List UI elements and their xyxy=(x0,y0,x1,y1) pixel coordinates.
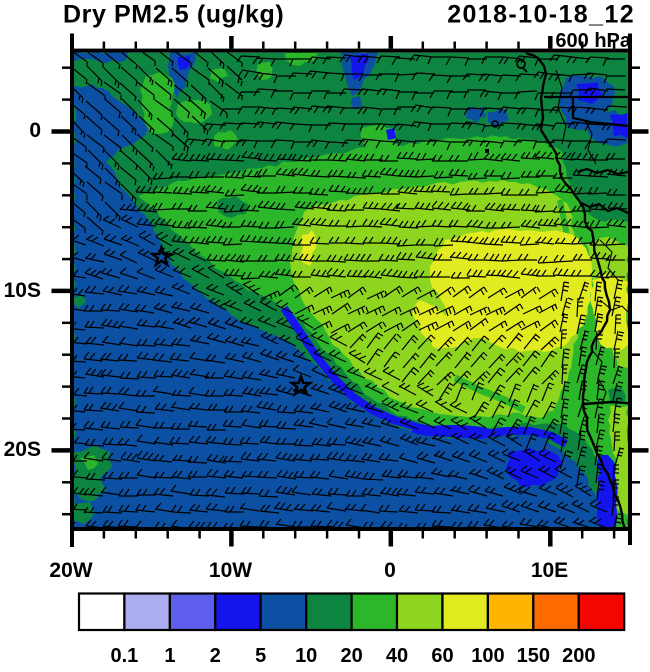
svg-text:0: 0 xyxy=(384,559,396,582)
svg-text:2: 2 xyxy=(210,645,221,667)
svg-text:0: 0 xyxy=(29,119,41,142)
svg-text:150: 150 xyxy=(517,645,550,667)
svg-text:600 hPa: 600 hPa xyxy=(555,30,631,52)
svg-text:10S: 10S xyxy=(4,279,41,302)
svg-text:20: 20 xyxy=(340,645,362,667)
svg-text:200: 200 xyxy=(562,645,595,667)
svg-text:0.1: 0.1 xyxy=(110,645,138,667)
svg-text:5: 5 xyxy=(255,645,266,667)
svg-text:40: 40 xyxy=(386,645,408,667)
svg-text:20W: 20W xyxy=(49,559,92,582)
svg-text:10E: 10E xyxy=(531,559,568,582)
svg-text:20S: 20S xyxy=(4,438,41,461)
svg-text:10W: 10W xyxy=(209,559,252,582)
svg-text:60: 60 xyxy=(431,645,453,667)
svg-text:10: 10 xyxy=(295,645,317,667)
svg-text:2018-10-18_12: 2018-10-18_12 xyxy=(447,1,635,29)
svg-text:100: 100 xyxy=(471,645,504,667)
svg-text:Dry PM2.5 (ug/kg): Dry PM2.5 (ug/kg) xyxy=(63,1,284,29)
svg-text:1: 1 xyxy=(164,645,175,667)
